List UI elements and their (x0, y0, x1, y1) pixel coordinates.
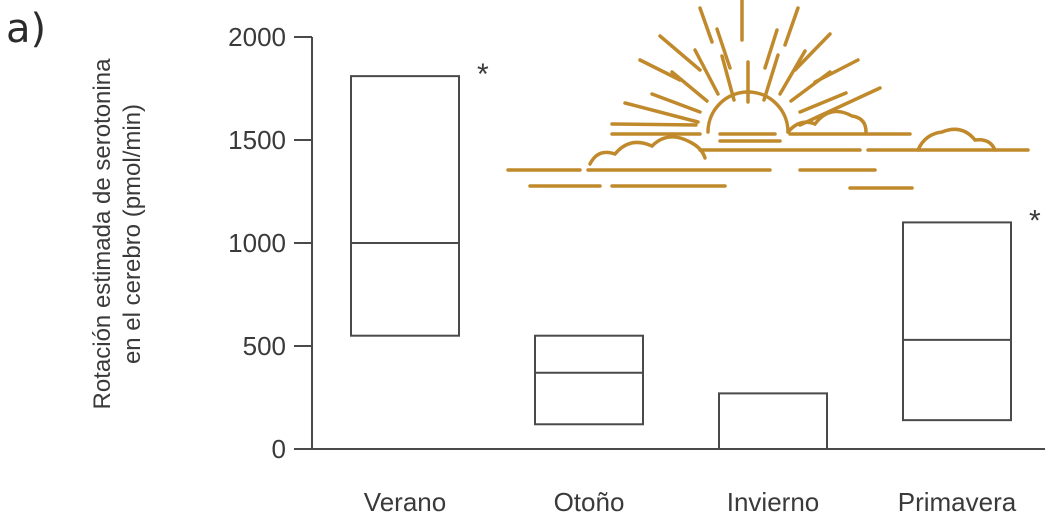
box (718, 392, 828, 449)
panel-label: a) (6, 6, 47, 52)
sun-and-clouds-icon (506, 0, 1030, 190)
box (902, 221, 1012, 422)
axes: 0 500 1000 1500 2000 (228, 22, 1045, 464)
y-tick-label: 500 (243, 331, 286, 361)
significance-marker: * (1029, 204, 1041, 237)
y-tick-label: 0 (272, 434, 286, 464)
significance-marker: * (477, 58, 489, 91)
x-category-label: Otoño (554, 487, 625, 517)
y-tick-label: 1000 (228, 228, 286, 258)
y-tick-label: 1500 (228, 125, 286, 155)
x-category-label: Primavera (898, 487, 1017, 517)
boxes: ** (350, 58, 1041, 449)
category-labels: Verano Otoño Invierno Primavera (364, 487, 1017, 517)
y-tick-label: 2000 (228, 22, 286, 52)
x-category-label: Invierno (727, 487, 820, 517)
box (350, 75, 460, 337)
x-category-label: Verano (364, 487, 446, 517)
box (534, 334, 644, 426)
